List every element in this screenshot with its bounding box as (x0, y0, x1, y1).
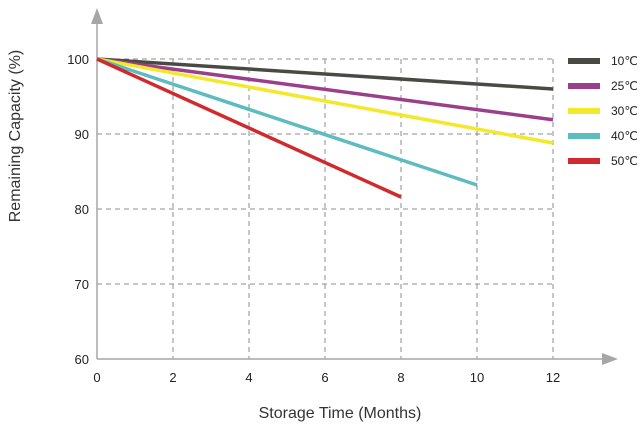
y-tick-label: 80 (75, 202, 89, 217)
y-tick-label: 100 (67, 52, 89, 67)
legend-label: 25℃ (611, 79, 638, 93)
x-tick-label: 10 (470, 370, 484, 385)
series-lines (96, 57, 554, 199)
legend-swatch (568, 108, 600, 114)
legend-swatch (568, 133, 600, 139)
x-tick-label: 0 (93, 370, 100, 385)
tick-labels: 0 2 4 6 8 10 12 60 70 80 90 100 (67, 52, 560, 385)
legend-swatch (568, 58, 600, 64)
y-axis-arrow-icon (91, 8, 103, 24)
y-axis-title: Remaining Capacity (%) (7, 50, 24, 223)
x-tick-label: 8 (397, 370, 404, 385)
x-tick-label: 12 (546, 370, 560, 385)
legend-swatch (568, 83, 600, 89)
grid-lines (97, 58, 554, 359)
legend: 10℃ 25℃ 30℃ 40℃ 50℃ (568, 54, 638, 168)
axes (91, 8, 618, 365)
x-axis-arrow-icon (602, 353, 618, 365)
y-tick-label: 70 (75, 277, 89, 292)
x-axis-title: Storage Time (Months) (259, 405, 422, 422)
y-tick-label: 90 (75, 127, 89, 142)
legend-label: 50℃ (611, 154, 638, 168)
series-line (96, 57, 554, 91)
x-tick-label: 2 (169, 370, 176, 385)
legend-label: 10℃ (611, 54, 638, 68)
legend-label: 40℃ (611, 129, 638, 143)
series-line (96, 57, 554, 122)
legend-swatch (568, 158, 600, 164)
series-line (96, 57, 402, 199)
x-tick-label: 6 (321, 370, 328, 385)
x-tick-label: 4 (245, 370, 252, 385)
series-line (96, 57, 554, 145)
legend-label: 30℃ (611, 104, 638, 118)
series-line (96, 57, 478, 187)
y-tick-label: 60 (75, 352, 89, 367)
